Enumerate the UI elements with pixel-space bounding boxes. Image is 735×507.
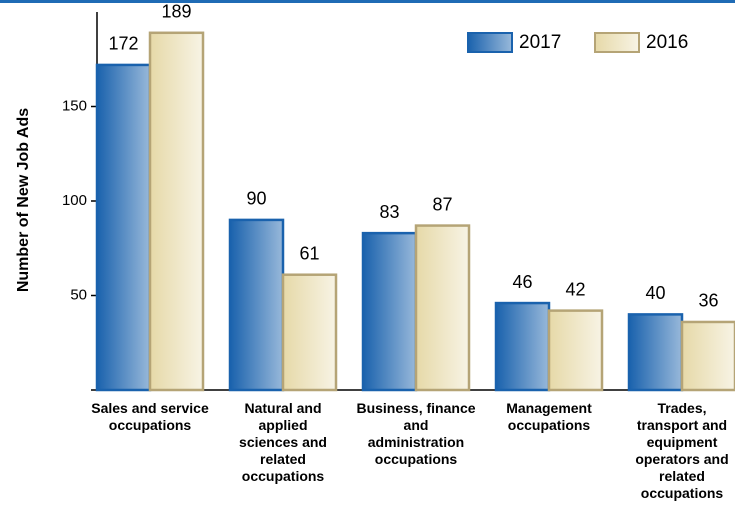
x-tick-label: Business, finance and administration occ…: [356, 400, 476, 467]
x-tick-label: Natural and applied sciences and related…: [239, 400, 327, 484]
data-label: 46: [512, 272, 532, 292]
bar: [494, 301, 551, 392]
bar: [547, 309, 604, 392]
x-tick-label: Sales and service occupations: [91, 400, 209, 433]
bar: [414, 224, 471, 392]
data-label: 90: [246, 189, 266, 209]
legend-swatch: [467, 32, 513, 53]
data-label: 189: [161, 2, 191, 22]
data-label: 36: [698, 291, 718, 311]
bar: [361, 231, 418, 392]
bar: [148, 31, 205, 392]
y-tick-label: 100: [62, 192, 87, 209]
bar: [680, 320, 735, 392]
legend-label: 2017: [519, 32, 561, 53]
x-tick-label: Trades, transport and equipment operator…: [635, 400, 729, 501]
bar: [281, 273, 338, 392]
legend-swatch: [594, 32, 640, 53]
data-label: 42: [565, 279, 585, 299]
data-label: 83: [379, 202, 399, 222]
bar: [95, 63, 152, 392]
x-tick-label: Management occupations: [506, 400, 592, 433]
data-label: 61: [299, 243, 319, 263]
bar: [627, 313, 684, 392]
data-label: 87: [432, 194, 452, 214]
y-tick-label: 150: [62, 97, 87, 114]
data-label: 40: [645, 283, 665, 303]
y-axis-title: Number of New Job Ads: [15, 108, 32, 292]
bar: [228, 218, 285, 392]
top-rule: [0, 0, 735, 3]
legend-label: 2016: [646, 32, 688, 53]
y-tick-label: 50: [70, 286, 87, 303]
data-label: 172: [108, 34, 138, 54]
